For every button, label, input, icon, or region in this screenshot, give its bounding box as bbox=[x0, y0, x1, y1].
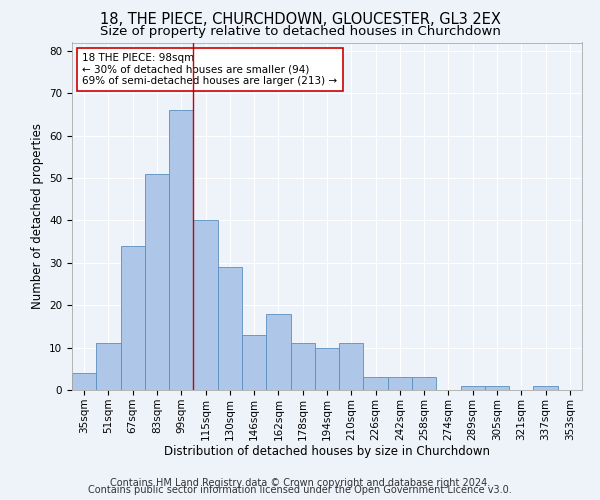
Text: 18, THE PIECE, CHURCHDOWN, GLOUCESTER, GL3 2EX: 18, THE PIECE, CHURCHDOWN, GLOUCESTER, G… bbox=[100, 12, 500, 26]
Bar bbox=[218, 267, 242, 390]
Bar bbox=[315, 348, 339, 390]
Bar bbox=[121, 246, 145, 390]
Bar bbox=[242, 335, 266, 390]
Bar bbox=[388, 378, 412, 390]
Bar bbox=[461, 386, 485, 390]
Bar bbox=[266, 314, 290, 390]
Bar bbox=[96, 344, 121, 390]
Bar bbox=[339, 344, 364, 390]
Bar bbox=[485, 386, 509, 390]
Bar bbox=[533, 386, 558, 390]
Text: 18 THE PIECE: 98sqm
← 30% of detached houses are smaller (94)
69% of semi-detach: 18 THE PIECE: 98sqm ← 30% of detached ho… bbox=[82, 53, 337, 86]
Text: Size of property relative to detached houses in Churchdown: Size of property relative to detached ho… bbox=[100, 25, 500, 38]
Bar bbox=[364, 378, 388, 390]
Bar bbox=[412, 378, 436, 390]
Y-axis label: Number of detached properties: Number of detached properties bbox=[31, 123, 44, 309]
Bar bbox=[169, 110, 193, 390]
Bar bbox=[193, 220, 218, 390]
Bar bbox=[290, 344, 315, 390]
X-axis label: Distribution of detached houses by size in Churchdown: Distribution of detached houses by size … bbox=[164, 446, 490, 458]
Bar bbox=[145, 174, 169, 390]
Text: Contains public sector information licensed under the Open Government Licence v3: Contains public sector information licen… bbox=[88, 485, 512, 495]
Bar bbox=[72, 373, 96, 390]
Text: Contains HM Land Registry data © Crown copyright and database right 2024.: Contains HM Land Registry data © Crown c… bbox=[110, 478, 490, 488]
